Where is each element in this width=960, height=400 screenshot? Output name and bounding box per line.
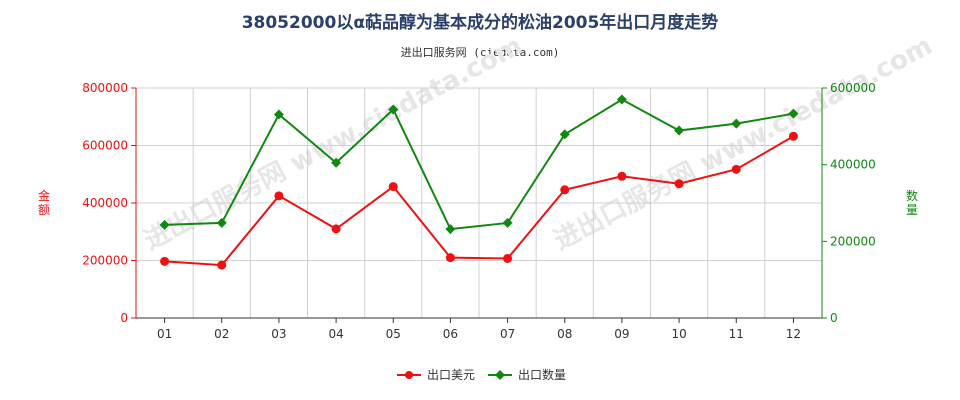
x-tick-label: 08 bbox=[557, 327, 572, 341]
grid bbox=[135, 87, 823, 319]
chart-subtitle: 进出口服务网 (ciedata.com) bbox=[400, 46, 560, 59]
series-line-2 bbox=[164, 98, 794, 231]
quantity-point bbox=[616, 94, 627, 105]
amount-point bbox=[560, 185, 570, 195]
y-right-tick-label: 200000 bbox=[830, 234, 876, 248]
amount-point bbox=[731, 164, 741, 174]
y-left-tick-label: 0 bbox=[120, 311, 128, 325]
x-tick-label: 11 bbox=[729, 327, 744, 341]
amount-point bbox=[788, 131, 798, 141]
legend-marker-amount bbox=[405, 371, 413, 379]
legend-label-1: 出口美元 bbox=[427, 368, 475, 382]
quantity-point bbox=[445, 224, 456, 235]
amount-point bbox=[617, 171, 627, 181]
quantity-point bbox=[159, 219, 170, 230]
quantity-point bbox=[731, 118, 742, 129]
y-left-tick-label: 600000 bbox=[82, 139, 128, 153]
y-left-tick-label: 800000 bbox=[82, 81, 128, 95]
x-tick-label: 10 bbox=[671, 327, 686, 341]
quantity-point bbox=[331, 157, 342, 168]
x-tick-label: 04 bbox=[328, 327, 343, 341]
watermark-2: 进出口服务网 www.ciedata.com bbox=[549, 31, 937, 256]
amount-point bbox=[331, 224, 341, 234]
quantity-point bbox=[674, 125, 685, 136]
amount-point bbox=[674, 179, 684, 189]
x-tick-label: 09 bbox=[614, 327, 629, 341]
watermark-1: 进出口服务网 www.ciedata.com bbox=[139, 31, 527, 256]
legend: 出口美元 出口数量 bbox=[397, 367, 566, 382]
amount-point bbox=[217, 260, 227, 270]
y-right-tick-label: 0 bbox=[830, 311, 838, 325]
x-tick-label: 05 bbox=[386, 327, 401, 341]
x-tick-label: 01 bbox=[157, 327, 172, 341]
y-right-tick-label: 400000 bbox=[830, 158, 876, 172]
quantity-point bbox=[273, 109, 284, 120]
y-right-tick-label: 600000 bbox=[830, 81, 876, 95]
amount-point bbox=[274, 191, 284, 201]
y-left-tick-label: 400000 bbox=[82, 196, 128, 210]
amount-point bbox=[503, 253, 513, 263]
quantity-point bbox=[788, 108, 799, 119]
quantity-point bbox=[502, 217, 513, 228]
y-left-tick-label: 200000 bbox=[82, 254, 128, 268]
amount-point bbox=[160, 256, 170, 266]
quantity-point bbox=[559, 129, 570, 140]
x-tick-label: 06 bbox=[443, 327, 458, 341]
legend-label-2: 出口数量 bbox=[518, 367, 566, 382]
amount-point bbox=[445, 253, 455, 263]
chart-title: 38052000以α萜品醇为基本成分的松油2005年出口月度走势 bbox=[241, 13, 719, 33]
legend-marker-quantity bbox=[495, 370, 505, 380]
x-tick-label: 07 bbox=[500, 327, 515, 341]
quantity-point bbox=[216, 217, 227, 228]
axes: 0 200000 400000 600000 800000 0 200000 400000 60… bbox=[38, 81, 918, 341]
series-line-1 bbox=[164, 135, 794, 267]
y-left-axis-title: 金额 bbox=[38, 188, 50, 217]
amount-point bbox=[388, 182, 398, 192]
quantity-point bbox=[388, 104, 399, 115]
x-tick-label: 02 bbox=[214, 327, 229, 341]
y-right-axis-title: 数量 bbox=[906, 188, 918, 217]
x-tick-label: 12 bbox=[786, 327, 801, 341]
x-tick-label: 03 bbox=[271, 327, 286, 341]
series-layer bbox=[159, 94, 799, 270]
